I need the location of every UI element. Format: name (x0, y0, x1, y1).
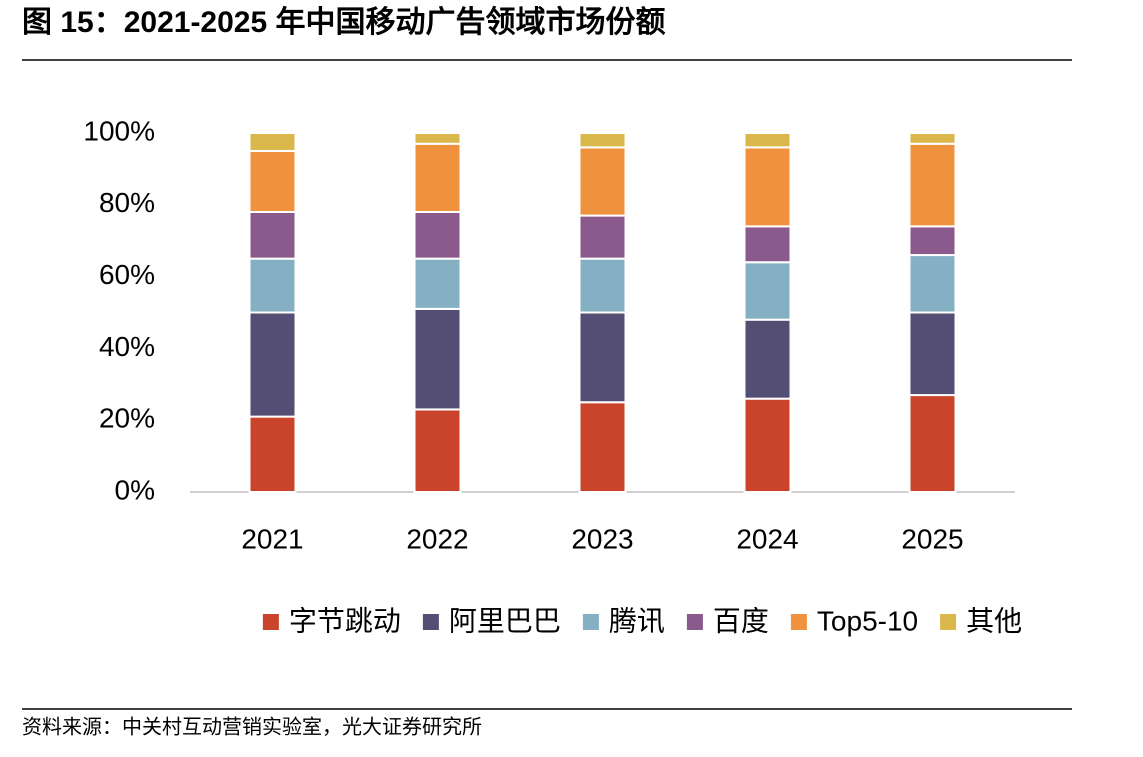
legend-label: 腾讯 (609, 605, 665, 636)
bar-segment (413, 307, 462, 411)
legend-label: 百度 (713, 605, 769, 636)
legend-label: 字节跳动 (289, 605, 401, 636)
bar-segment (578, 401, 627, 493)
y-tick-label: 0% (115, 474, 155, 505)
legend-swatch (940, 614, 957, 630)
y-tick-label: 20% (99, 403, 155, 434)
legend-swatch (422, 614, 439, 630)
y-tick-label: 40% (99, 331, 155, 362)
bar-segment (248, 311, 297, 418)
bar-segment (248, 415, 297, 493)
bar-segment (743, 261, 792, 321)
legend-swatch (262, 614, 279, 630)
bar-segment (908, 311, 957, 397)
bar-segment (908, 394, 957, 494)
bar-segment (248, 257, 297, 314)
bar-segment (578, 146, 627, 217)
chart-title: 图 15：2021-2025 年中国移动广告领域市场份额 (22, 5, 666, 39)
bar-segment (743, 397, 792, 493)
legend-swatch (790, 614, 807, 630)
y-tick-label: 80% (99, 187, 155, 218)
legend-swatch (582, 614, 599, 630)
bar-segment (413, 408, 462, 493)
x-tick-label: 2025 (901, 523, 963, 554)
bar-segment (413, 132, 462, 145)
bar-segment (743, 225, 792, 264)
x-tick-label: 2021 (241, 523, 303, 554)
bar-segment (908, 225, 957, 257)
bar-segment (578, 132, 627, 149)
bar-segment (413, 142, 462, 213)
y-tick-label: 60% (99, 259, 155, 290)
bar-segment (743, 132, 792, 149)
source: 资料来源：中关村互动营销实验室，光大证券研究所 (22, 715, 482, 738)
bar-segment (413, 257, 462, 310)
bar-segment (248, 210, 297, 260)
bar-segment (908, 132, 957, 145)
bar-segment (743, 318, 792, 400)
bar-segment (413, 210, 462, 260)
legend-label: 阿里巴巴 (449, 605, 561, 636)
legend-label: Top5-10 (817, 605, 918, 636)
bar-segment (908, 142, 957, 228)
x-tick-label: 2023 (571, 523, 633, 554)
bar-segment (578, 311, 627, 404)
bar-segment (248, 149, 297, 213)
bar-segment (908, 254, 957, 314)
legend-swatch (686, 614, 703, 630)
legend-label: 其他 (966, 605, 1022, 636)
bar-segment (743, 146, 792, 228)
bar-segment (578, 214, 627, 260)
x-tick-label: 2022 (406, 523, 468, 554)
bar-segment (578, 257, 627, 314)
bar-segment (248, 132, 297, 152)
y-tick-label: 100% (83, 115, 155, 146)
x-tick-label: 2024 (736, 523, 798, 554)
